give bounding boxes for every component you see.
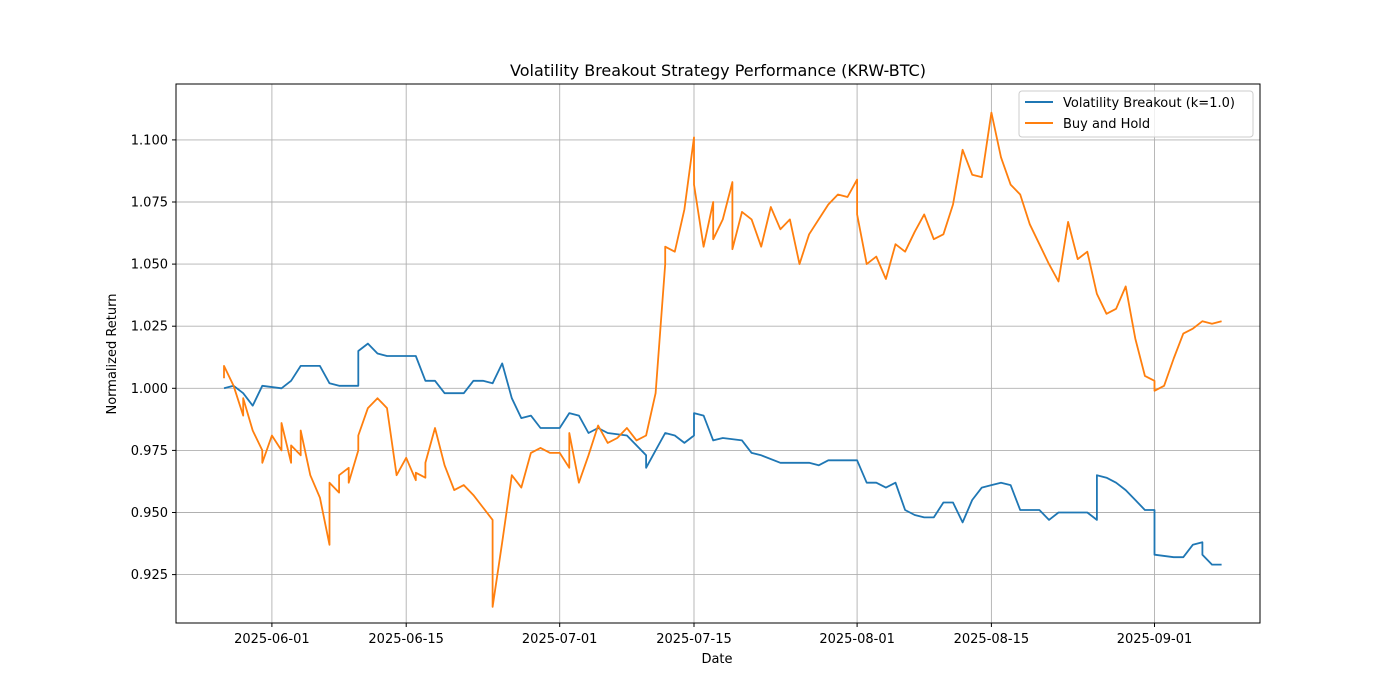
x-tick-label: 2025-07-01 [522,632,598,647]
x-tick-label: 2025-08-15 [954,632,1030,647]
y-tick-label: 1.000 [131,382,168,397]
plot-area-frame [175,83,1261,624]
y-tick-label: 1.025 [131,320,168,335]
chart-title: Volatility Breakout Strategy Performance… [510,61,926,80]
x-tick-label: 2025-07-15 [656,632,732,647]
y-axis-label: Normalized Return [105,294,120,415]
series-line-buy-and-hold [223,111,1222,608]
x-tick-label: 2025-09-01 [1117,632,1193,647]
legend-box [1018,90,1254,138]
legend-label-volatility-breakout: Volatility Breakout (k=1.0) [1063,96,1235,111]
y-tick-label: 1.100 [131,133,168,148]
axis-layer: 2025-06-01 2025-06-15 2025-07-01 2025-07-15… [131,133,1193,647]
series-layer [223,111,1222,608]
legend-label-buy-and-hold: Buy and Hold [1063,117,1150,132]
y-tick-label: 0.950 [131,506,168,521]
series-line-volatility-breakout-k-1-0 [223,342,1222,566]
y-tick-label: 0.975 [131,444,168,459]
grid-layer [176,84,1260,623]
x-tick-label: 2025-06-01 [234,632,310,647]
y-tick-label: 0.925 [131,568,168,583]
y-tick-label: 1.050 [131,258,168,273]
x-tick-label: 2025-08-01 [819,632,895,647]
legend: Volatility Breakout (k=1.0) Buy and Hold [1018,90,1254,138]
x-tick-label: 2025-06-15 [368,632,444,647]
y-tick-label: 1.075 [131,196,168,211]
x-axis-label: Date [701,652,732,667]
